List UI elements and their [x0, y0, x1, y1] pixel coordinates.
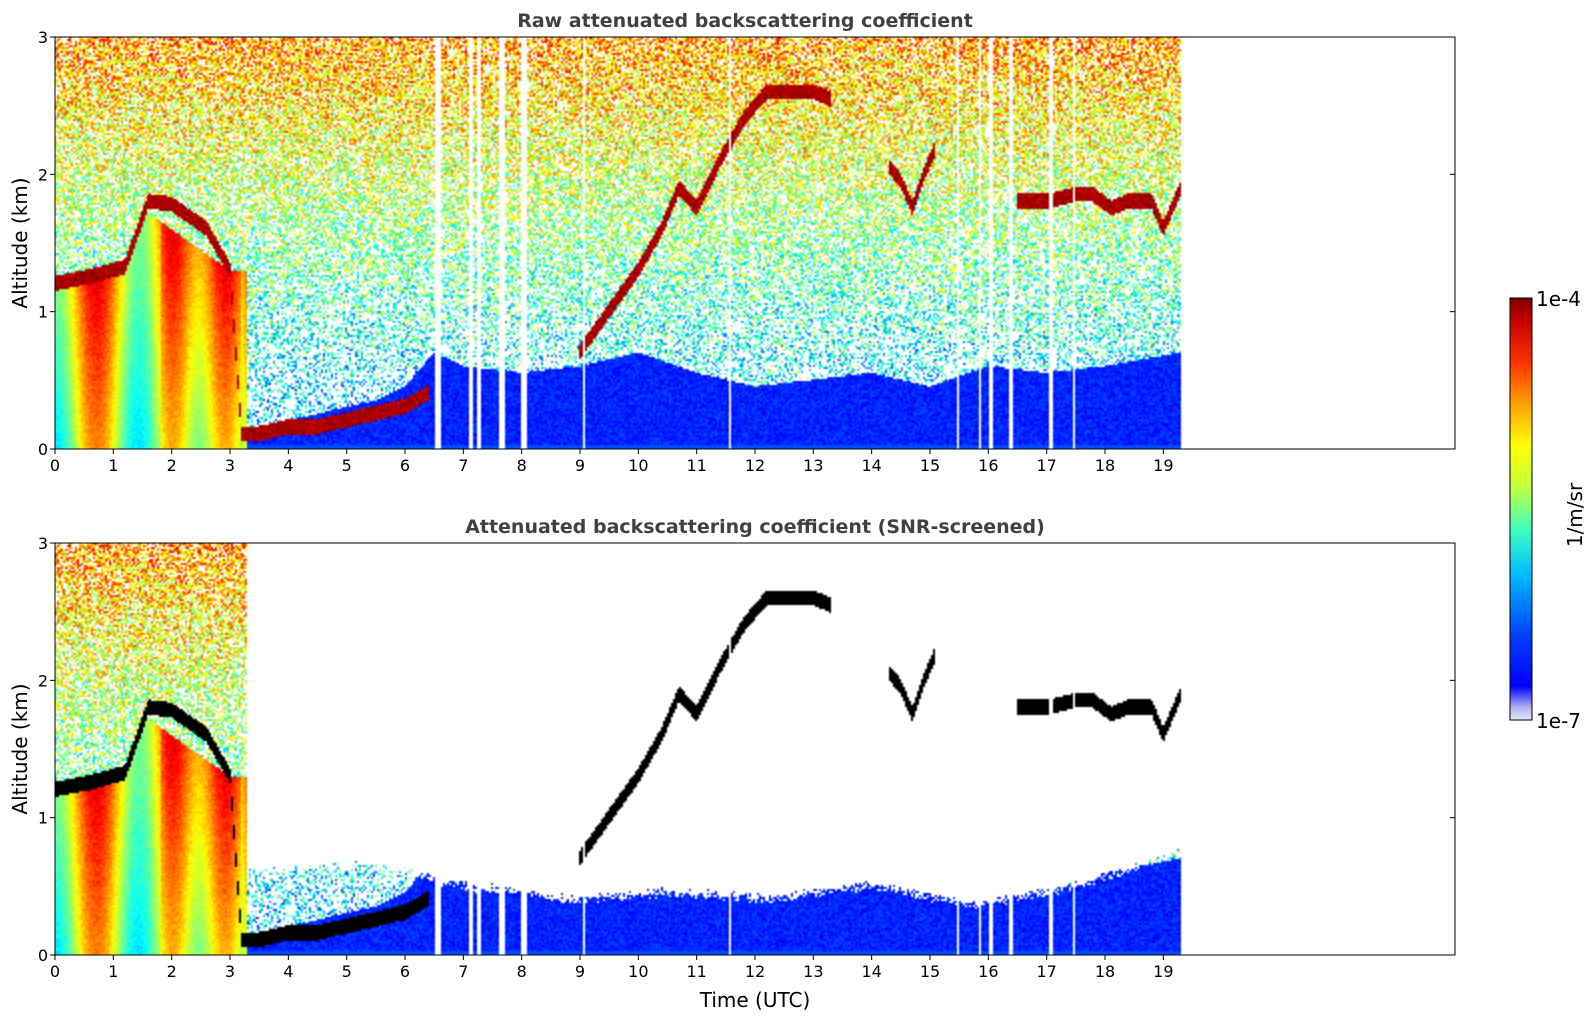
raw-xtick-label: 4	[283, 456, 293, 475]
raw-xtick-label: 1	[108, 456, 118, 475]
snr-ytick-label: 1	[38, 809, 48, 828]
colorbar: 1e-4 1e-7 1/m/sr	[1509, 287, 1587, 733]
raw-ylabel: Altitude (km)	[8, 177, 32, 308]
raw-xtick-label: 18	[1095, 456, 1115, 475]
snr-xtick-label: 6	[400, 962, 410, 981]
snr-xlabel: Time (UTC)	[699, 988, 811, 1012]
panel-raw: Raw attenuated backscattering coefficien…	[8, 10, 1456, 475]
colorbar-max-label: 1e-4	[1536, 287, 1581, 311]
raw-xtick-label: 11	[686, 456, 706, 475]
raw-xtick-label: 15	[920, 456, 940, 475]
snr-xtick-label: 7	[458, 962, 468, 981]
colorbar-unit-label: 1/m/sr	[1563, 482, 1587, 547]
raw-xtick-label: 6	[400, 456, 410, 475]
snr-xtick-label: 8	[517, 962, 527, 981]
snr-xtick-label: 12	[745, 962, 765, 981]
snr-xtick-label: 0	[50, 962, 60, 981]
raw-xtick-label: 10	[628, 456, 648, 475]
raw-xtick-label: 14	[861, 456, 881, 475]
raw-xtick-label: 17	[1036, 456, 1056, 475]
snr-heatmap	[55, 543, 1455, 955]
colorbar-gradient	[1509, 297, 1533, 721]
snr-xtick-label: 11	[686, 962, 706, 981]
snr-xtick-label: 5	[342, 962, 352, 981]
raw-xtick-label: 3	[225, 456, 235, 475]
raw-xtick-label: 16	[978, 456, 998, 475]
raw-ytick-label: 1	[38, 303, 48, 322]
snr-xtick-label: 14	[861, 962, 881, 981]
snr-xtick-label: 15	[920, 962, 940, 981]
raw-xtick-label: 13	[803, 456, 823, 475]
colorbar-min-label: 1e-7	[1536, 709, 1581, 733]
snr-ytick-label: 2	[38, 671, 48, 690]
raw-xtick-label: 0	[50, 456, 60, 475]
snr-xtick-label: 17	[1036, 962, 1056, 981]
snr-xtick-label: 18	[1095, 962, 1115, 981]
snr-xtick-label: 1	[108, 962, 118, 981]
raw-xtick-label: 7	[458, 456, 468, 475]
snr-xtick-label: 2	[167, 962, 177, 981]
raw-xtick-label: 5	[342, 456, 352, 475]
raw-xtick-label: 2	[167, 456, 177, 475]
snr-xtick-label: 19	[1153, 962, 1173, 981]
snr-xtick-label: 3	[225, 962, 235, 981]
snr-xtick-label: 4	[283, 962, 293, 981]
raw-ytick-label: 0	[38, 440, 48, 459]
panel-raw-title: Raw attenuated backscattering coefficien…	[517, 10, 973, 32]
raw-xtick-label: 12	[745, 456, 765, 475]
snr-ytick-label: 3	[38, 534, 48, 553]
raw-xtick-label: 19	[1153, 456, 1173, 475]
raw-xtick-label: 9	[575, 456, 585, 475]
snr-xtick-label: 13	[803, 962, 823, 981]
raw-xtick-label: 8	[517, 456, 527, 475]
panel-snr: Attenuated backscattering coefficient (S…	[8, 516, 1456, 1012]
snr-xtick-label: 9	[575, 962, 585, 981]
raw-ytick-label: 3	[38, 28, 48, 47]
snr-xtick-label: 16	[978, 962, 998, 981]
snr-xtick-label: 10	[628, 962, 648, 981]
raw-heatmap	[55, 37, 1455, 449]
snr-ylabel: Altitude (km)	[8, 683, 32, 814]
panel-snr-title: Attenuated backscattering coefficient (S…	[465, 516, 1045, 538]
raw-ytick-label: 2	[38, 165, 48, 184]
snr-ytick-label: 0	[38, 946, 48, 965]
